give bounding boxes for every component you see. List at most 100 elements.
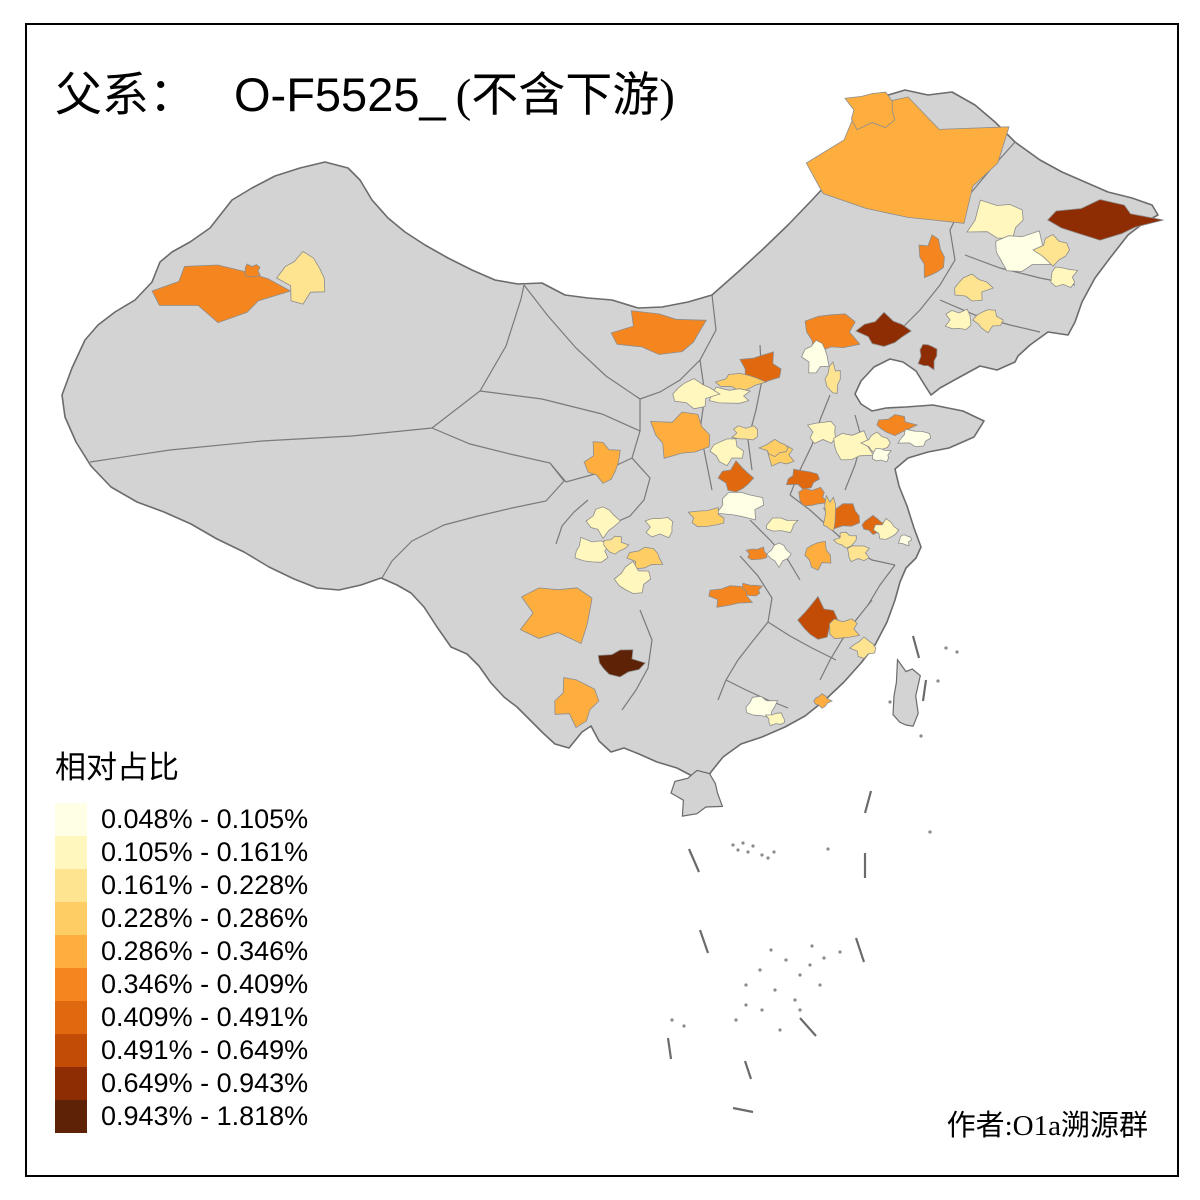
island: [892, 658, 921, 727]
legend-swatch: [55, 935, 87, 968]
map-region: [597, 649, 646, 678]
legend-swatch: [55, 869, 87, 902]
map-region: [822, 494, 837, 532]
map-region: [672, 378, 721, 410]
author-credit: 作者:O1a溯源群: [946, 1110, 1148, 1142]
legend-label: 0.161% - 0.228%: [101, 870, 309, 900]
legend-swatch: [55, 1034, 87, 1067]
legend-item: 0.409% - 0.491%: [55, 1001, 308, 1034]
map-region: [708, 585, 754, 608]
title-prefix: 父系：: [55, 70, 196, 122]
map-region: [574, 536, 612, 563]
legend: 相对占比 0.048% - 0.105% 0.105% - 0.161% 0.161…: [55, 742, 308, 1133]
legend-title: 相对占比: [55, 750, 179, 785]
china-outline: [61, 89, 1159, 787]
legend-item: 0.105% - 0.161%: [55, 836, 308, 869]
legend-label: 0.048% - 0.105%: [101, 804, 309, 834]
map-region: [1032, 234, 1070, 267]
legend-rows: 0.048% - 0.105% 0.105% - 0.161% 0.161% - 0…: [55, 803, 308, 1133]
small-islands: [670, 646, 959, 1032]
legend-item: 0.161% - 0.228%: [55, 869, 308, 902]
island: [670, 769, 724, 817]
map-region: [766, 542, 792, 569]
map-region: [714, 372, 768, 393]
map-region: [828, 618, 861, 640]
map-region: [717, 460, 755, 493]
map-region: [644, 517, 674, 539]
map-region: [613, 560, 652, 594]
map-region: [764, 712, 786, 727]
legend-swatch: [55, 1001, 87, 1034]
map-region: [824, 361, 841, 394]
map-region: [873, 517, 900, 540]
nine-dash-line: [666, 635, 928, 1114]
map-region: [813, 693, 833, 709]
map-region: [871, 448, 892, 463]
legend-label: 0.346% - 0.409%: [101, 969, 309, 999]
legend-item: 0.491% - 0.649%: [55, 1034, 308, 1067]
legend-label: 0.491% - 0.649%: [101, 1035, 309, 1065]
map-region: [730, 425, 759, 441]
map-region: [709, 438, 745, 467]
legend-item: 0.943% - 1.818%: [55, 1100, 308, 1133]
legend-item: 0.649% - 0.943%: [55, 1067, 308, 1100]
map-region: [801, 339, 830, 374]
title-haplogroup: O-F5525_: [234, 68, 446, 121]
map-region: [848, 636, 877, 659]
legend-swatch: [55, 1067, 87, 1100]
legend-label: 0.105% - 0.161%: [101, 837, 309, 867]
map-region: [797, 595, 839, 640]
legend-label: 0.409% - 0.491%: [101, 1002, 309, 1032]
title-suffix: (不含下游): [455, 70, 675, 122]
legend-swatch: [55, 968, 87, 1001]
legend-label: 0.286% - 0.346%: [101, 936, 309, 966]
map-region: [687, 507, 725, 528]
map-region: [243, 263, 261, 278]
map-region: [745, 546, 768, 561]
map-region: [554, 677, 600, 729]
legend-swatch: [55, 1100, 87, 1133]
map-region: [798, 486, 829, 507]
map-region: [626, 546, 664, 570]
map-region: [804, 540, 832, 571]
legend-item: 0.346% - 0.409%: [55, 968, 308, 1001]
map-region: [897, 428, 932, 448]
map-region: [151, 264, 292, 324]
map-region: [876, 414, 919, 437]
plot-frame: [25, 23, 1179, 1177]
map-region: [610, 310, 707, 355]
legend-item: 0.048% - 0.105%: [55, 803, 308, 836]
map-region: [954, 273, 994, 302]
legend-label: 0.649% - 0.943%: [101, 1068, 309, 1098]
legend-item: 0.286% - 0.346%: [55, 935, 308, 968]
map-region: [757, 438, 789, 457]
map-region: [519, 587, 593, 645]
map-region: [917, 343, 938, 371]
map-region: [766, 517, 799, 534]
map-region: [833, 430, 875, 461]
map-region: [276, 250, 326, 305]
map-region: [995, 230, 1053, 272]
map-region: [715, 491, 765, 521]
map-region: [583, 441, 621, 484]
map-region: [944, 308, 972, 330]
page-title: 父系： O-F5525_ (不含下游): [55, 56, 675, 125]
map-region: [972, 309, 1004, 334]
map-region: [846, 545, 870, 563]
map-region: [855, 311, 912, 347]
legend-swatch: [55, 836, 87, 869]
map-region: [585, 506, 622, 540]
map-region: [844, 91, 896, 131]
map-region: [650, 411, 711, 459]
legend-label: 0.943% - 1.818%: [101, 1101, 309, 1131]
legend-swatch: [55, 902, 87, 935]
legend-label: 0.228% - 0.286%: [101, 903, 309, 933]
map-region: [1047, 199, 1164, 241]
legend-item: 0.228% - 0.286%: [55, 902, 308, 935]
map-region: [785, 468, 821, 490]
map-region: [806, 420, 837, 444]
map-region: [603, 535, 630, 555]
map-region: [918, 234, 945, 279]
